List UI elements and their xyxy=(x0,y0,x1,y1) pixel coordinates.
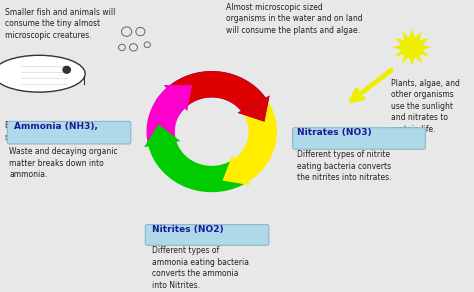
Text: Big fish and animals eat the
small ones.: Big fish and animals eat the small ones. xyxy=(5,121,112,142)
Circle shape xyxy=(401,37,423,58)
Text: Almost microscopic sized
organisms in the water and on land
will consume the pla: Almost microscopic sized organisms in th… xyxy=(226,3,362,34)
Text: Plants, algae, and
other organisms
use the sunlight
and nitrates to
sustain life: Plants, algae, and other organisms use t… xyxy=(391,79,460,134)
Polygon shape xyxy=(237,95,270,122)
Polygon shape xyxy=(222,156,250,185)
Polygon shape xyxy=(170,71,268,114)
FancyBboxPatch shape xyxy=(292,128,425,149)
Text: Nitrates (NO3): Nitrates (NO3) xyxy=(297,128,372,138)
Text: Ammonia (NH3),: Ammonia (NH3), xyxy=(14,122,98,131)
Text: Waste and decaying organic
matter breaks down into
ammonia.: Waste and decaying organic matter breaks… xyxy=(9,147,118,179)
Polygon shape xyxy=(147,138,244,192)
FancyBboxPatch shape xyxy=(146,225,269,245)
Text: Smaller fish and animals will
consume the tiny almost
microscopic creatures.: Smaller fish and animals will consume th… xyxy=(5,8,115,40)
Text: Different types of
ammonia eating bacteria
converts the ammonia
into Nitrites.: Different types of ammonia eating bacter… xyxy=(152,246,249,289)
Polygon shape xyxy=(146,85,188,142)
Circle shape xyxy=(63,66,71,73)
Polygon shape xyxy=(237,95,270,122)
Polygon shape xyxy=(155,71,268,114)
Ellipse shape xyxy=(0,55,85,92)
FancyBboxPatch shape xyxy=(7,121,131,144)
Polygon shape xyxy=(230,101,277,184)
Polygon shape xyxy=(144,124,181,147)
Polygon shape xyxy=(392,29,432,66)
Text: Nitrites (NO2): Nitrites (NO2) xyxy=(152,225,224,234)
Text: Different types of nitrite
eating bacteria converts
the nitrites into nitrates.: Different types of nitrite eating bacter… xyxy=(297,150,392,182)
Polygon shape xyxy=(164,85,192,111)
